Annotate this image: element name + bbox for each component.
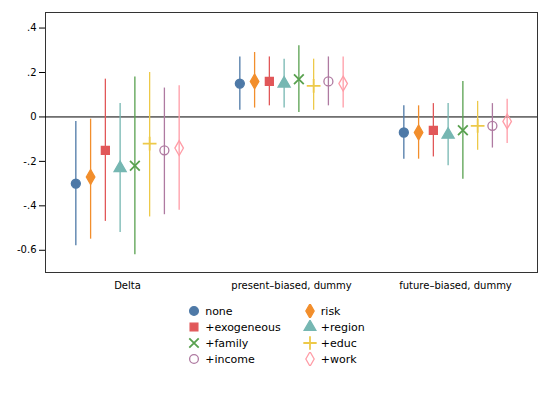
svg-text:present–biased, dummy: present–biased, dummy: [231, 280, 352, 291]
html-text:+family: +family: [205, 336, 249, 350]
html-text:none: none: [205, 304, 233, 318]
svg-text:-0.6: -0.6: [17, 244, 37, 255]
html-text:+region: +region: [320, 320, 365, 334]
html-text:+work: +work: [320, 352, 357, 366]
svg-text:.4: .4: [27, 22, 37, 33]
svg-text:-.2: -.2: [23, 156, 36, 167]
svg-text:0: 0: [30, 111, 36, 122]
html-text:risk: risk: [320, 304, 341, 318]
svg-text:.2: .2: [27, 67, 37, 78]
html-text:+educ: +educ: [320, 336, 357, 350]
svg-text:-.4: -.4: [23, 200, 36, 211]
svg-text:future–biased, dummy: future–biased, dummy: [399, 280, 512, 291]
svg-text:Delta: Delta: [114, 280, 141, 291]
html-text:+income: +income: [205, 352, 255, 366]
html-text:+exogeneous: +exogeneous: [205, 320, 281, 334]
